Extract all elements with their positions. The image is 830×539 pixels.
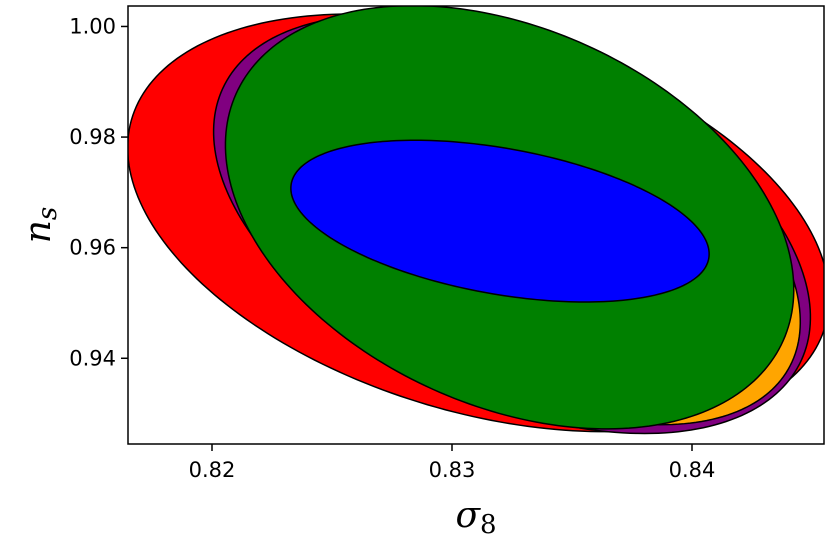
- y-tick-label: 1.00: [69, 14, 116, 38]
- y-axis-label: ns: [18, 207, 63, 244]
- x-tick-label: 0.84: [669, 458, 716, 482]
- y-axis-label-base: n: [18, 220, 59, 243]
- x-tick-label: 0.82: [189, 458, 236, 482]
- x-axis-label: σ8: [455, 495, 496, 539]
- y-axis-ticks: 0.94 0.96 0.98 1.00: [69, 14, 128, 370]
- x-axis-label-subscript: 8: [480, 510, 497, 539]
- x-tick-label: 0.83: [429, 458, 476, 482]
- x-axis-label-base: σ: [455, 495, 481, 536]
- y-tick-label: 0.96: [69, 236, 116, 260]
- plot-frame: [127, 5, 825, 445]
- y-tick-label: 0.98: [69, 125, 116, 149]
- y-tick-label: 0.94: [69, 346, 116, 370]
- x-axis-ticks: 0.82 0.83 0.84: [189, 444, 716, 482]
- confidence-ellipse-5: [290, 139, 710, 303]
- confidence-ellipses: [128, 6, 824, 435]
- y-axis-label-subscript: s: [33, 207, 63, 220]
